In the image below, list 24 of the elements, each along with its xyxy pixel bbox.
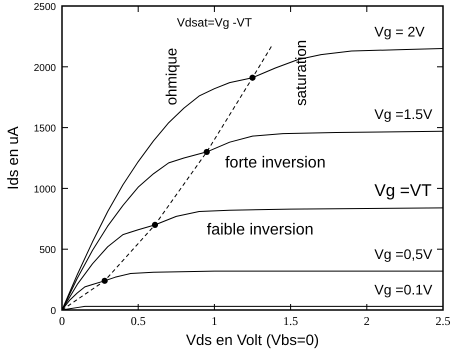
- y-tick-label: 1500: [34, 124, 56, 135]
- annotation: forte inversion: [225, 154, 326, 172]
- y-tick-label: 1000: [34, 184, 56, 196]
- y-tick-label: 0: [50, 306, 56, 317]
- annotation: ohmique: [163, 48, 180, 106]
- annotation: saturation: [292, 40, 310, 106]
- annotation: Vdsat=Vg -VT: [176, 16, 253, 30]
- y-axis-title: Ids en uA: [5, 126, 22, 190]
- annotation: faible inversion: [206, 222, 314, 239]
- x-tick-label: 2: [364, 314, 370, 328]
- series-label: Vg =0.1V: [374, 281, 434, 298]
- x-tick-label: 1.5: [283, 314, 298, 328]
- x-axis-title: Vds en Volt (Vbs=0): [186, 332, 319, 349]
- legend-label: Vg =0,5V: [374, 246, 434, 262]
- series-label: Vg =1.5V: [374, 106, 434, 122]
- legend-label: Vg =VT: [374, 180, 432, 200]
- x-tick-label: 0.5: [130, 314, 146, 328]
- x-tick-label: 1: [211, 314, 218, 328]
- x-tick-label: 0: [59, 314, 65, 328]
- x-tick-label: 2.5: [436, 314, 450, 328]
- y-tick-label: 500: [39, 245, 56, 256]
- y-tick-label: 2000: [34, 62, 56, 74]
- series-label: Vg = 2V: [374, 24, 426, 40]
- y-tick-label: 2500: [34, 2, 56, 13]
